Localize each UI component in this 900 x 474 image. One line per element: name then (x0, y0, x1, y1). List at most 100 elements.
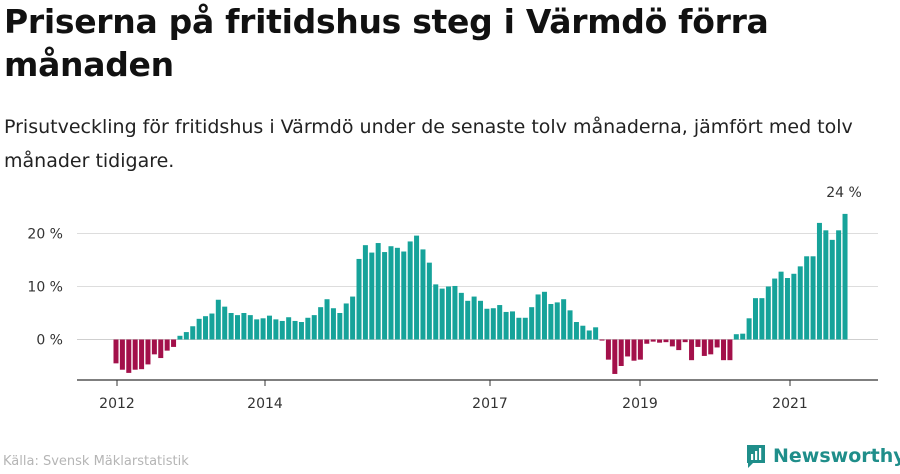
bar (132, 339, 138, 370)
bar (478, 300, 484, 340)
bar (791, 273, 797, 340)
bar (388, 246, 394, 340)
bar (484, 308, 490, 340)
bar (586, 330, 592, 340)
last-value-label: 24 % (826, 185, 862, 201)
bar (407, 241, 413, 340)
bar (465, 300, 471, 340)
bar (836, 230, 842, 340)
x-tick-label: 2017 (472, 396, 508, 412)
bar (695, 339, 701, 347)
bar (797, 266, 803, 340)
bar (222, 306, 228, 340)
x-tick-label: 2019 (622, 396, 658, 412)
bar (362, 245, 368, 340)
bar (721, 339, 727, 361)
bar (842, 213, 848, 340)
bar (298, 322, 304, 340)
bar (612, 339, 618, 374)
bar (254, 319, 260, 340)
bar (804, 256, 810, 340)
bar (241, 313, 247, 340)
bar (426, 262, 432, 340)
bar (414, 235, 420, 340)
bar (119, 339, 125, 370)
bar (356, 258, 362, 340)
bar (529, 307, 535, 340)
newsworthy-logo-icon (747, 445, 765, 468)
bar (657, 339, 663, 343)
bar (631, 339, 637, 361)
bar (145, 339, 151, 365)
bar (215, 299, 221, 340)
bar (593, 327, 599, 340)
bar (714, 339, 720, 348)
bar (676, 339, 682, 351)
bar (260, 318, 266, 340)
bar (458, 292, 464, 340)
bar (273, 319, 279, 340)
bar (669, 339, 675, 347)
bar (318, 307, 324, 340)
bar (311, 315, 317, 340)
bar (292, 320, 298, 340)
bar (126, 339, 132, 373)
bar (235, 315, 240, 340)
bar (746, 318, 752, 340)
chart-title: Priserna på fritidshus steg i Värmdö för… (4, 2, 769, 84)
bar (625, 339, 631, 357)
bar (784, 278, 790, 340)
bar (637, 339, 643, 360)
bar (733, 334, 739, 340)
bar (701, 339, 707, 356)
bar (196, 318, 202, 340)
y-axis-labels: 0 % 10 % 20 % (27, 227, 63, 349)
bar (618, 339, 624, 366)
bar (497, 305, 503, 340)
bar (727, 339, 733, 361)
bar (829, 239, 835, 340)
bar (305, 317, 311, 340)
bar (573, 322, 579, 340)
bar (266, 315, 272, 340)
bar (765, 286, 771, 340)
bar (772, 278, 778, 340)
bar (151, 339, 157, 355)
x-tick-label: 2014 (247, 396, 283, 412)
bar (286, 317, 292, 340)
bar (503, 311, 509, 340)
bar (158, 339, 164, 359)
bar (420, 249, 426, 340)
bar (401, 251, 407, 340)
bar (605, 339, 611, 360)
x-tick-label: 2012 (99, 396, 135, 412)
bar (382, 252, 388, 340)
bar (682, 339, 688, 343)
bar (541, 291, 547, 340)
bar (433, 284, 439, 340)
bar (343, 303, 349, 340)
bars (113, 213, 848, 374)
bar (164, 339, 170, 351)
bar (663, 339, 669, 343)
y-tick-label: 10 % (27, 280, 63, 296)
bar (375, 243, 381, 340)
bar (446, 286, 452, 340)
source-credit: Källa: Svensk Mäklarstatistik (3, 454, 189, 469)
chart-subtitle: Prisutveckling för fritidshus i Värmdö u… (4, 116, 853, 172)
bar (177, 335, 183, 340)
bar (567, 310, 573, 340)
bar (509, 311, 515, 340)
bar (810, 256, 816, 340)
bar (452, 285, 458, 340)
bar (279, 320, 285, 340)
bar (740, 333, 746, 340)
bar (369, 252, 375, 340)
bar (561, 299, 567, 340)
bar (203, 316, 209, 340)
bar (778, 271, 784, 340)
brand-name: Newsworthy (773, 445, 900, 467)
bar (580, 325, 586, 340)
bar (708, 339, 714, 355)
bar (324, 299, 330, 340)
